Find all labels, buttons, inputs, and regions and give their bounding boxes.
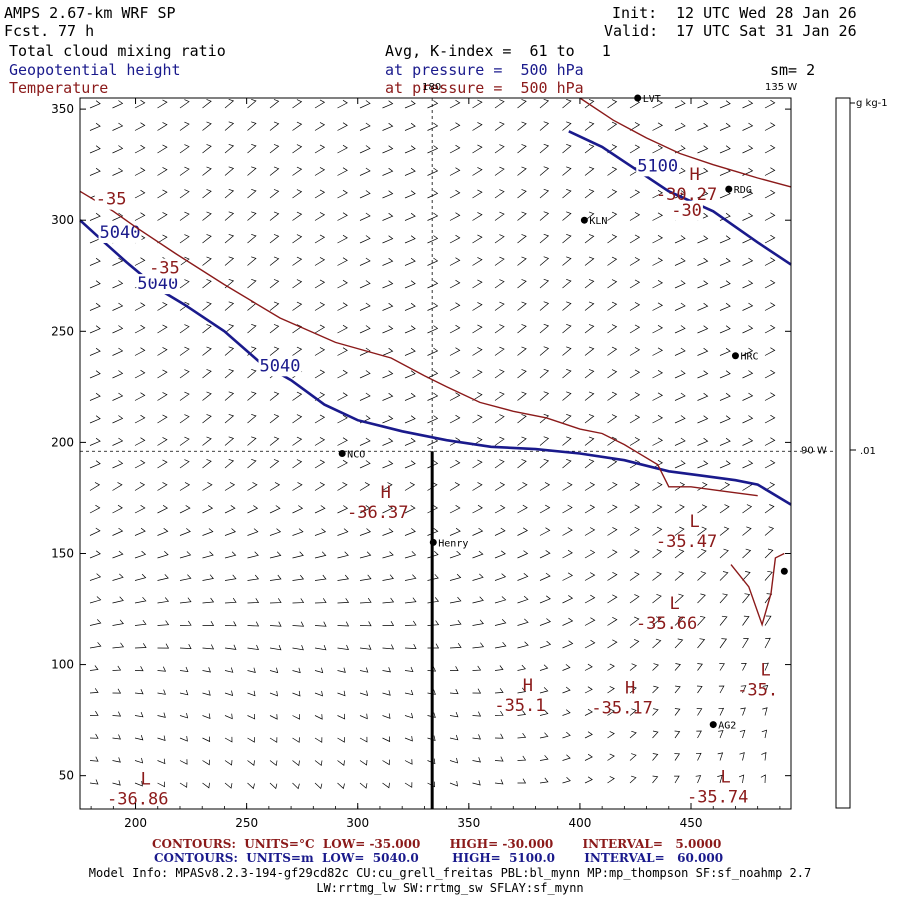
extremum-letter: H xyxy=(523,676,533,696)
station-label: HRC xyxy=(740,352,758,363)
temperature-contour-1-label: -30 xyxy=(671,201,702,221)
extremum-value: -35.47 xyxy=(656,532,717,552)
station-dot xyxy=(725,185,733,193)
extremum-letter: H xyxy=(625,678,635,698)
temp-contour-info: CONTOURS: UNITS=°C LOW= -35.000 HIGH= -3… xyxy=(152,837,722,851)
forecast-hours: 77 h xyxy=(58,22,95,40)
init-time: 12 UTC Wed 28 Jan 26 xyxy=(676,4,857,22)
station-label: KLN xyxy=(589,216,607,227)
station-dot xyxy=(338,450,346,457)
height-contour-1-label: 5100 xyxy=(637,156,678,176)
station-label: LVT xyxy=(643,94,661,105)
y-tick-label: 350 xyxy=(51,102,74,116)
extremum-value: -35.17 xyxy=(591,698,652,718)
colorbar-tick-label: .01 xyxy=(860,446,876,457)
extremum-letter: L xyxy=(761,661,771,681)
extremum-value: -35.1 xyxy=(494,696,545,716)
meridian-labels: 180 135 W 90 W xyxy=(422,82,827,456)
reference-lines-layer xyxy=(80,98,836,809)
y-tick-label: 250 xyxy=(51,324,74,338)
extremum-value: -35. xyxy=(737,681,778,701)
extremum-letter: H xyxy=(689,165,699,185)
extremum-value: -35.66 xyxy=(636,614,697,634)
temperature-contour-0 xyxy=(79,190,758,497)
extremum-value: -30.27 xyxy=(656,185,717,205)
temperature-contour-2 xyxy=(730,552,785,627)
forecast-label: Fcst. xyxy=(4,22,50,40)
stations-layer: NCO KLN RDG HRC Henry AG2 LVT xyxy=(338,94,788,732)
y-tick-label: 200 xyxy=(51,435,74,449)
wind-barbs-layer xyxy=(89,98,776,790)
station-label: AG2 xyxy=(718,721,736,732)
meridian-label-135w: 135 W xyxy=(765,82,797,93)
height-contour-0-label: 5040 xyxy=(137,274,178,294)
height-contour-info: CONTOURS: UNITS=m LOW= 5040.0 HIGH= 5100… xyxy=(154,851,724,865)
temperature-contour-0-label: -35 xyxy=(96,190,127,210)
wind-barbs xyxy=(89,98,776,790)
field-temperature: Temperature xyxy=(9,79,109,97)
field-temperature-desc: at pressure = 500 hPa xyxy=(385,79,584,97)
temperature-contour-1 xyxy=(579,97,792,188)
x-tick-label: 200 xyxy=(124,816,147,830)
plot-frame xyxy=(79,97,792,810)
y-tick-label: 300 xyxy=(51,213,74,227)
x-tick-label: 400 xyxy=(568,816,591,830)
station-label: NCO xyxy=(347,450,365,461)
field-geopotential: Geopotential height xyxy=(9,61,181,79)
extrema-layer: H-36.37 L-35.47L-35.66H-35.1H-35.17H-30.2… xyxy=(107,165,778,809)
field-cloud-mixing-desc: Avg, K-index = 61 to 1 xyxy=(385,42,611,60)
valid-time: 17 UTC Sat 31 Jan 26 xyxy=(676,22,857,40)
model-info-line2: LW:rrtmg_lw SW:rrtmg_sw SFLAY:sf_mynn xyxy=(316,881,584,895)
height-contour-1 xyxy=(568,130,792,266)
extremum-letter: L xyxy=(669,594,679,614)
station-dot xyxy=(580,216,588,224)
axis-ticks-layer: 200 250 300 350 400 450 50 100 150 200 250 300 350 xyxy=(51,98,791,830)
station-dot-edge xyxy=(780,567,788,575)
extremum-letter: L xyxy=(689,512,699,532)
station-label: RDG xyxy=(734,185,752,196)
station-dot xyxy=(709,721,717,729)
height-contour-0-label: 5040 xyxy=(259,356,300,376)
x-tick-label: 350 xyxy=(457,816,480,830)
model-info-line1: Model Info: MPASv8.2.3-194-gf29cd82c CU:… xyxy=(88,866,812,880)
station-dot xyxy=(429,538,437,546)
meridian-label-90w: 90 W xyxy=(801,445,827,456)
extremum-letter: H xyxy=(381,483,391,503)
colorbar-unit: g kg-1 xyxy=(856,98,888,109)
temperature-contour-0-label: -35 xyxy=(149,259,180,279)
x-tick-label: 250 xyxy=(235,816,258,830)
x-tick-label: 450 xyxy=(680,816,703,830)
field-geopotential-desc: at pressure = 500 hPa xyxy=(385,61,584,79)
extremum-value: -36.37 xyxy=(347,503,408,523)
colorbar: .01 g kg-1 xyxy=(835,97,888,809)
y-tick-label: 150 xyxy=(51,546,74,560)
field-cloud-mixing: Total cloud mixing ratio xyxy=(9,42,226,60)
meridian-label-180: 180 xyxy=(422,82,441,93)
height-contour-0-label: 5040 xyxy=(100,223,141,243)
extremum-letter: L xyxy=(141,770,151,790)
y-tick-label: 100 xyxy=(51,658,74,672)
station-label: Henry xyxy=(438,538,468,549)
extremum-value: -36.86 xyxy=(107,790,168,810)
x-tick-label: 300 xyxy=(346,816,369,830)
valid-label: Valid: xyxy=(604,22,659,40)
extremum-letter: L xyxy=(721,767,731,787)
smoothing-label: sm= 2 xyxy=(770,61,816,79)
model-title: AMPS 2.67-km WRF SP xyxy=(4,4,176,22)
contours-layer: 5040 5040 5040 5100 -35 -35 -30 xyxy=(79,97,792,627)
station-dot xyxy=(731,352,739,360)
init-label: Init: xyxy=(612,4,658,22)
y-tick-label: 50 xyxy=(59,769,74,783)
extremum-value: -35.74 xyxy=(687,787,748,807)
